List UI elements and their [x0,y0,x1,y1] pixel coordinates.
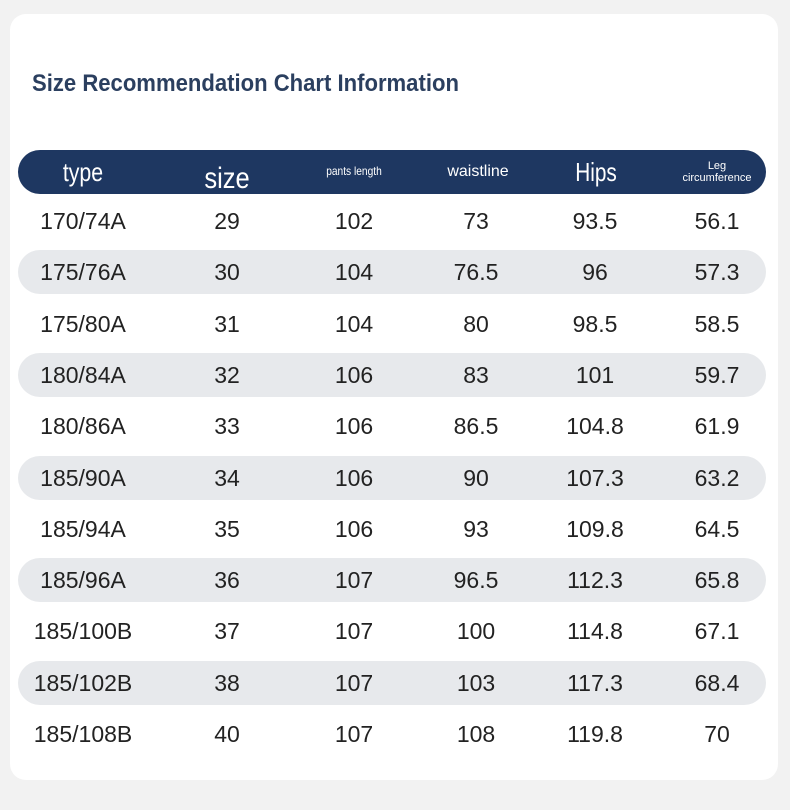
table-row: 180/84A 32 106 83 101 59.7 [18,352,766,397]
page-title: Size Recommendation Chart Information [32,70,459,97]
table-row: 185/102B 38 107 103 117.3 68.4 [18,660,766,705]
cell-waistline: 90 [463,464,489,491]
cell-waistline: 93 [463,515,489,542]
cell-hips: 93.5 [572,208,618,234]
cell-pants-length: 106 [334,361,374,388]
table-row: 180/86A 33 106 86.5 104.8 61.9 [18,404,766,448]
cell-size: 29 [214,208,240,234]
column-header-leg-circumference: Leg circumference [682,159,752,184]
cell-type: 185/108B [33,721,133,747]
cell-leg-circumference: 58.5 [694,310,740,337]
cell-hips: 114.8 [567,618,623,645]
cell-type: 170/74A [40,208,126,234]
cell-pants-length: 107 [334,669,374,696]
cell-hips: 112.3 [567,567,623,594]
cell-leg-circumference: 63.2 [694,464,740,491]
cell-waistline: 73 [463,208,489,234]
column-header-type: type [62,156,104,187]
table-row: 170/74A 29 102 73 93.5 56.1 [18,199,766,243]
cell-pants-length: 104 [334,259,374,286]
cell-type: 175/80A [40,310,126,337]
cell-leg-circumference: 57.3 [694,259,740,286]
cell-type: 185/102B [33,669,133,696]
table-row: 175/76A 30 104 76.5 96 57.3 [18,250,766,295]
cell-pants-length: 104 [334,310,374,337]
cell-size: 36 [214,567,240,594]
cell-type: 185/94A [40,515,126,542]
column-header-waistline: waistline [447,163,509,181]
cell-hips: 98.5 [572,310,618,337]
cell-leg-circumference: 59.7 [694,361,740,388]
cell-type: 185/96A [40,567,126,594]
table-row: 185/96A 36 107 96.5 112.3 65.8 [18,558,766,603]
table-row: 185/94A 35 106 93 109.8 64.5 [18,507,766,551]
cell-type: 185/100B [33,618,133,645]
cell-waistline: 108 [456,721,496,747]
cell-hips: 119.8 [567,721,623,747]
cell-waistline: 76.5 [453,259,499,286]
cell-size: 35 [214,515,240,542]
cell-type: 180/86A [40,413,126,440]
cell-leg-circumference: 61.9 [694,413,740,440]
column-header-hips: Hips [575,156,617,187]
cell-type: 185/90A [40,464,126,491]
cell-waistline: 103 [456,669,496,696]
cell-pants-length: 106 [334,515,374,542]
column-header-size: size [204,161,250,195]
cell-hips: 104.8 [566,413,624,440]
cell-pants-length: 107 [334,567,374,594]
table-row: 185/100B 37 107 100 114.8 67.1 [18,609,766,653]
cell-pants-length: 107 [334,618,374,645]
cell-size: 40 [214,721,240,747]
cell-pants-length: 107 [334,721,374,747]
cell-leg-circumference: 68.4 [694,669,740,696]
cell-size: 31 [214,310,240,337]
cell-leg-circumference: 64.5 [694,515,740,542]
cell-hips: 117.3 [567,669,623,696]
cell-hips: 107.3 [566,464,624,491]
cell-size: 33 [214,413,240,440]
cell-waistline: 83 [463,361,489,388]
cell-pants-length: 106 [334,413,374,440]
cell-type: 175/76A [40,259,126,286]
cell-leg-circumference: 67.1 [694,618,740,645]
cell-type: 180/84A [40,361,126,388]
size-chart-card [10,14,778,780]
cell-size: 34 [214,464,240,491]
cell-size: 30 [214,259,240,286]
table-row: 175/80A 31 104 80 98.5 58.5 [18,302,766,346]
cell-waistline: 80 [463,310,489,337]
table-header: type size pants length waistline Hips Le… [18,150,766,195]
cell-pants-length: 102 [334,208,374,234]
table-row: 185/90A 34 106 90 107.3 63.2 [18,455,766,500]
cell-size: 32 [214,361,240,388]
table-row: 185/108B 40 107 108 119.8 70 [18,712,766,756]
cell-waistline: 100 [456,618,496,645]
cell-hips: 109.8 [566,515,624,542]
cell-size: 37 [214,618,240,645]
cell-hips: 101 [575,361,615,388]
cell-size: 38 [214,669,240,696]
column-header-pants-length: pants length [326,164,382,179]
cell-leg-circumference: 70 [704,721,730,747]
cell-waistline: 96.5 [453,567,499,594]
cell-pants-length: 106 [334,464,374,491]
cell-leg-circumference: 65.8 [694,567,740,594]
cell-hips: 96 [582,259,608,286]
cell-waistline: 86.5 [453,413,499,440]
cell-leg-circumference: 56.1 [694,208,740,234]
